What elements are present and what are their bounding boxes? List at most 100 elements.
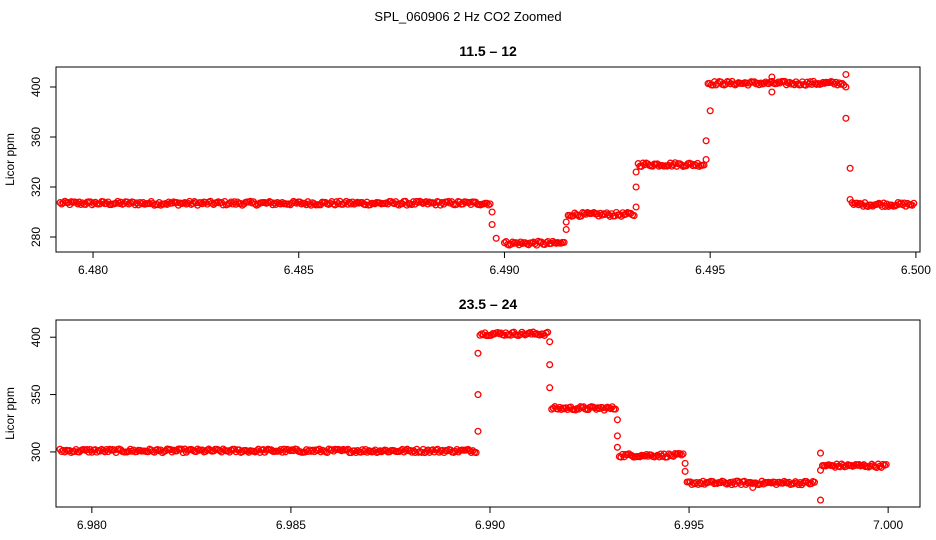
data-point [168, 448, 176, 456]
data-point [181, 199, 189, 207]
data-point [352, 448, 360, 457]
data-point [403, 445, 411, 453]
data-point [546, 338, 554, 346]
y-tick-label: 400 [29, 327, 43, 347]
data-point [572, 406, 580, 414]
data-point [168, 199, 176, 207]
data-point [882, 460, 890, 469]
data-point [272, 200, 280, 208]
y-tick-label: 300 [29, 442, 43, 462]
data-point [639, 159, 647, 167]
data-point [838, 79, 846, 88]
data-point [562, 218, 570, 226]
data-point [910, 199, 918, 207]
data-point [198, 200, 206, 208]
data-point [479, 331, 487, 339]
data-point [517, 238, 525, 246]
data-point [632, 183, 640, 191]
data-point [544, 328, 552, 336]
data-point [632, 203, 640, 211]
data-point [208, 199, 216, 207]
data-point [546, 384, 554, 392]
data-point [562, 404, 570, 412]
panel-2: 23.5 – 24 6.980 6.985 6.990 6.995 7.000 300 350… [3, 296, 921, 532]
data-point [492, 234, 500, 242]
x-tick-label: 6.980 [77, 518, 107, 532]
x-tick-label: 6.495 [695, 263, 725, 277]
data-point [560, 238, 568, 246]
data-point [417, 198, 425, 206]
data-point [317, 448, 325, 456]
data-point [154, 446, 162, 454]
data-point [61, 448, 69, 456]
data-point [508, 238, 517, 246]
data-point [472, 449, 480, 457]
data-point [474, 391, 482, 399]
data-points [56, 328, 890, 504]
data-point [310, 200, 318, 208]
x-tick-label: 6.990 [475, 518, 505, 532]
x-tick-label: 6.985 [276, 518, 306, 532]
data-point [702, 155, 710, 164]
y-tick-label: 320 [29, 177, 43, 197]
data-point [855, 461, 863, 469]
data-point [790, 479, 798, 487]
data-point [706, 107, 714, 115]
figure-title: SPL_060906 2 Hz CO2 Zoomed [374, 9, 562, 24]
data-point [755, 81, 763, 89]
data-point [749, 483, 757, 492]
x-tick-label: 6.500 [901, 263, 931, 277]
data-point [613, 443, 621, 451]
data-point [607, 405, 615, 413]
data-point [66, 447, 74, 455]
data-point [681, 459, 689, 467]
data-point [149, 199, 157, 208]
data-point [632, 168, 640, 176]
data-point [251, 200, 259, 208]
data-point [290, 447, 298, 455]
y-tick-label: 360 [29, 127, 43, 147]
data-point [716, 479, 725, 487]
data-point [363, 448, 371, 456]
data-point [816, 496, 825, 504]
data-point [112, 199, 120, 207]
panel-title: 11.5 – 12 [459, 43, 517, 59]
data-point [184, 199, 192, 207]
data-point [488, 208, 496, 216]
data-point [178, 445, 186, 453]
data-point [702, 137, 710, 145]
data-point [288, 199, 296, 207]
data-point [816, 449, 825, 457]
data-point [768, 73, 776, 81]
data-point [859, 202, 867, 210]
data-point [611, 405, 619, 413]
data-point [562, 225, 570, 234]
data-point [582, 210, 590, 218]
data-point [309, 446, 317, 454]
data-point [846, 164, 854, 172]
data-point [165, 198, 173, 206]
data-point [486, 200, 494, 208]
data-point [654, 451, 662, 459]
data-point [128, 447, 136, 455]
data-point [642, 450, 651, 459]
x-tick-label: 6.485 [284, 263, 314, 277]
data-point [59, 199, 67, 207]
data-point [194, 445, 202, 453]
data-point [846, 195, 854, 204]
data-point [842, 83, 850, 91]
data-point [746, 79, 754, 87]
data-point [714, 79, 722, 87]
data-point [549, 404, 557, 412]
data-point [840, 81, 848, 89]
data-point [613, 416, 621, 424]
data-point [139, 198, 147, 207]
data-point [99, 446, 107, 454]
data-point [350, 447, 358, 455]
data-point [799, 479, 807, 487]
data-point [443, 447, 451, 455]
data-point [270, 199, 278, 207]
data-point [546, 361, 554, 369]
data-point [305, 200, 313, 208]
data-point [366, 201, 374, 209]
